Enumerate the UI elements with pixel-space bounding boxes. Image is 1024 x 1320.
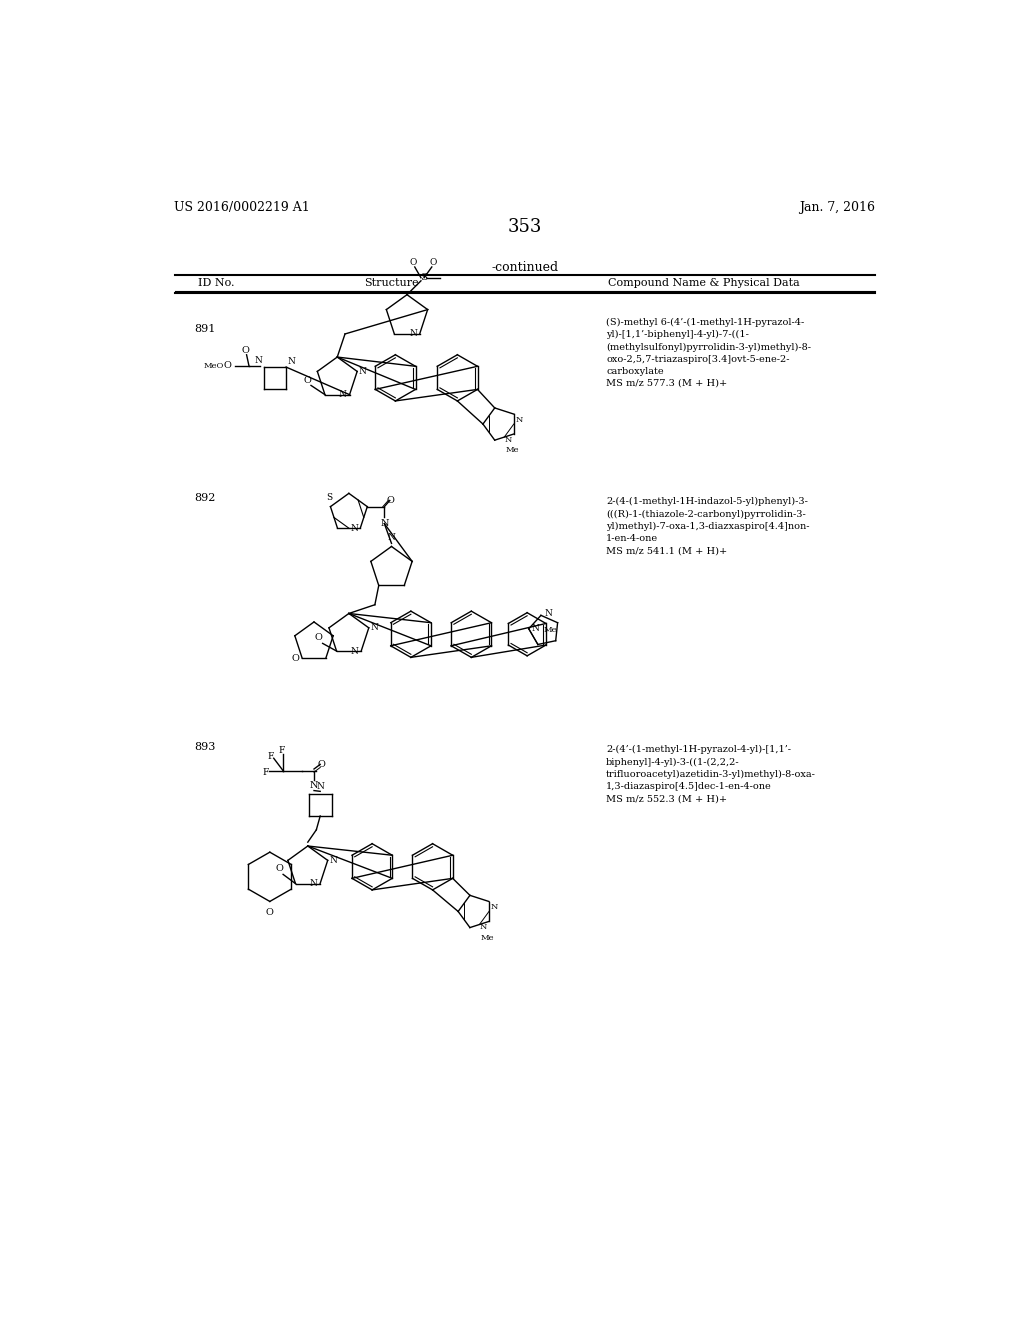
Text: N: N: [387, 533, 395, 543]
Text: N: N: [515, 416, 522, 424]
Text: N: N: [330, 855, 337, 865]
Text: O: O: [317, 760, 326, 768]
Text: S: S: [326, 494, 332, 502]
Text: O: O: [314, 632, 322, 642]
Text: N: N: [544, 610, 552, 618]
Text: N: N: [371, 623, 378, 632]
Text: Me: Me: [480, 933, 495, 941]
Text: N: N: [505, 436, 512, 444]
Text: S: S: [421, 273, 428, 282]
Text: 353: 353: [508, 218, 542, 236]
Text: N: N: [316, 783, 325, 792]
Text: Me: Me: [506, 446, 519, 454]
Text: N: N: [309, 781, 318, 791]
Text: Structure: Structure: [365, 277, 419, 288]
Text: O: O: [266, 908, 273, 916]
Text: N: N: [288, 356, 296, 366]
Text: O: O: [241, 346, 249, 355]
Text: 891: 891: [194, 323, 215, 334]
Text: N: N: [358, 367, 367, 376]
Text: O: O: [410, 257, 417, 267]
Text: 893: 893: [194, 742, 215, 752]
Text: N: N: [310, 879, 317, 888]
Text: ID No.: ID No.: [198, 277, 234, 288]
Text: N: N: [531, 624, 540, 634]
Text: Jan. 7, 2016: Jan. 7, 2016: [799, 201, 876, 214]
Text: N: N: [480, 923, 487, 931]
Text: -continued: -continued: [492, 261, 558, 273]
Text: N: N: [410, 329, 418, 338]
Text: Compound Name & Physical Data: Compound Name & Physical Data: [608, 277, 800, 288]
Text: N: N: [339, 391, 346, 399]
Text: N: N: [351, 647, 358, 656]
Text: N: N: [490, 903, 498, 911]
Text: MeO: MeO: [204, 362, 224, 370]
Text: Me: Me: [544, 626, 557, 634]
Text: 2-(4’-(1-methyl-1H-pyrazol-4-yl)-[1,1’-
biphenyl]-4-yl)-3-((1-(2,2,2-
trifluoroa: 2-(4’-(1-methyl-1H-pyrazol-4-yl)-[1,1’- …: [606, 744, 816, 804]
Text: 892: 892: [194, 494, 215, 503]
Text: (S)-methyl 6-(4’-(1-methyl-1H-pyrazol-4-
yl)-[1,1’-biphenyl]-4-yl)-7-((1-
(methy: (S)-methyl 6-(4’-(1-methyl-1H-pyrazol-4-…: [606, 318, 811, 388]
Text: N: N: [380, 519, 388, 528]
Text: O: O: [224, 362, 231, 370]
Text: N: N: [254, 356, 262, 364]
Text: O: O: [304, 376, 312, 385]
Text: F: F: [279, 746, 285, 755]
Text: F: F: [267, 752, 273, 762]
Text: O: O: [430, 257, 437, 267]
Text: F: F: [263, 768, 269, 776]
Text: O: O: [291, 653, 299, 663]
Text: US 2016/0002219 A1: US 2016/0002219 A1: [174, 201, 310, 214]
Text: O: O: [387, 496, 394, 506]
Text: N: N: [350, 524, 358, 533]
Text: O: O: [275, 863, 284, 873]
Text: 2-(4-(1-methyl-1H-indazol-5-yl)phenyl)-3-
(((R)-1-(thiazole-2-carbonyl)pyrrolidi: 2-(4-(1-methyl-1H-indazol-5-yl)phenyl)-3…: [606, 498, 810, 556]
